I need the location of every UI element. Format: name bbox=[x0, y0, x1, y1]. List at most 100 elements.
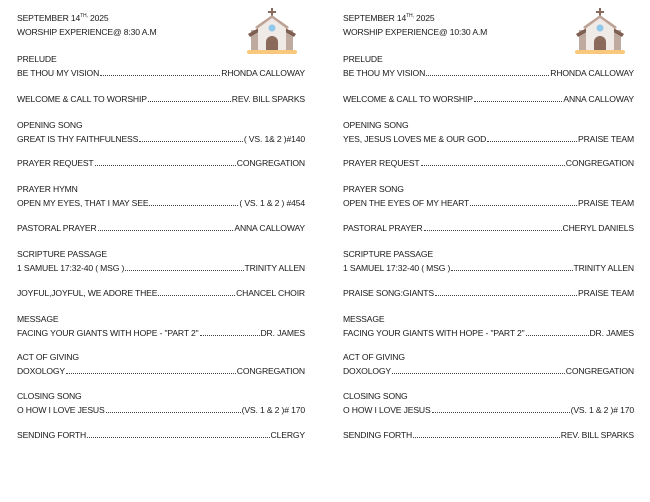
section-heading: PRELUDE bbox=[17, 54, 57, 64]
item-detail: PRAISE TEAM bbox=[578, 134, 634, 144]
program-item: DOXOLOGY CONGREGATION bbox=[17, 366, 305, 377]
program-item: PRAYER REQUEST CONGREGATION bbox=[343, 158, 634, 169]
program-item: BE THOU MY VISION RHONDA CALLOWAY bbox=[17, 68, 305, 79]
program-item: PASTORAL PRAYER ANNA CALLOWAY bbox=[17, 223, 305, 234]
program-item: BE THOU MY VISION RHONDA CALLOWAY bbox=[343, 68, 634, 79]
service-date: SEPTEMBER 14TH, 2025 bbox=[343, 13, 435, 23]
item-title: BE THOU MY VISION bbox=[343, 68, 426, 78]
section-heading: SCRIPTURE PASSAGE bbox=[17, 249, 107, 259]
dot-leader bbox=[525, 334, 589, 336]
program-item: DOXOLOGY CONGREGATION bbox=[343, 366, 634, 377]
program-item: FACING YOUR GIANTS WITH HOPE - "PART 2" D… bbox=[17, 328, 305, 339]
item-title: OPEN MY EYES, THAT I MAY SEE bbox=[17, 198, 149, 208]
dot-leader bbox=[87, 436, 270, 438]
item-detail: DR. JAMES bbox=[260, 328, 306, 338]
section-heading: MESSAGE bbox=[343, 314, 385, 324]
program-item: O HOW I LOVE JESUS (VS. 1 & 2 )# 170 bbox=[343, 405, 634, 416]
service-time: WORSHIP EXPERIENCE@ 8:30 A.M bbox=[17, 27, 157, 37]
program-item: PRAYER REQUEST CONGREGATION bbox=[17, 158, 305, 169]
dot-leader bbox=[149, 204, 239, 206]
item-detail: ( VS. 1& 2 )#140 bbox=[243, 134, 305, 144]
program-item: YES, JESUS LOVES ME & OUR GOD PRAISE TEAM bbox=[343, 134, 634, 145]
dot-leader bbox=[413, 436, 560, 438]
dot-leader bbox=[105, 411, 241, 413]
dot-leader bbox=[158, 294, 236, 296]
section-heading: PRAYER SONG bbox=[343, 184, 404, 194]
service-time: WORSHIP EXPERIENCE@ 10:30 A.M bbox=[343, 27, 488, 37]
item-detail: CONGREGATION bbox=[236, 158, 305, 168]
item-detail: CHERYL DANIELS bbox=[562, 223, 635, 233]
item-title: PRAISE SONG:GIANTS bbox=[343, 288, 434, 298]
dot-leader bbox=[473, 100, 563, 102]
dot-leader bbox=[66, 372, 236, 374]
item-title: PASTORAL PRAYER bbox=[343, 223, 423, 233]
item-title: WELCOME & CALL TO WORSHIP bbox=[343, 94, 473, 104]
bulletin-1030: SEPTEMBER 14TH, 2025 WORSHIP EXPERIENCE@ … bbox=[343, 0, 634, 502]
item-title: FACING YOUR GIANTS WITH HOPE - "PART 2" bbox=[17, 328, 199, 338]
dot-leader bbox=[431, 411, 570, 413]
dot-leader bbox=[426, 74, 550, 76]
dot-leader bbox=[420, 164, 565, 166]
section-heading: MESSAGE bbox=[17, 314, 59, 324]
item-title: DOXOLOGY bbox=[17, 366, 65, 376]
item-detail: CONGREGATION bbox=[236, 366, 305, 376]
item-detail: PRAISE TEAM bbox=[578, 198, 634, 208]
item-title: WELCOME & CALL TO WORSHIP bbox=[17, 94, 147, 104]
program-item: PASTORAL PRAYER CHERYL DANIELS bbox=[343, 223, 634, 234]
item-title: SENDING FORTH bbox=[343, 430, 413, 440]
section-heading: ACT OF GIVING bbox=[17, 352, 79, 362]
program-item: GREAT IS THY FAITHFULNESS ( VS. 1& 2 )#14… bbox=[17, 134, 305, 145]
item-detail: TRINITY ALLEN bbox=[573, 263, 635, 273]
section-heading: CLOSING SONG bbox=[17, 391, 82, 401]
dot-leader bbox=[94, 164, 236, 166]
dot-leader bbox=[470, 204, 578, 206]
item-title: PASTORAL PRAYER bbox=[17, 223, 97, 233]
program-item: OPEN THE EYES OF MY HEART PRAISE TEAM bbox=[343, 198, 634, 209]
dot-leader bbox=[100, 74, 221, 76]
dot-leader bbox=[125, 269, 244, 271]
program-item: 1 SAMUEL 17:32-40 ( MSG ) TRINITY ALLEN bbox=[343, 263, 634, 274]
program-item: OPEN MY EYES, THAT I MAY SEE ( VS. 1 & 2 … bbox=[17, 198, 305, 209]
dot-leader bbox=[139, 140, 243, 142]
dot-leader bbox=[97, 229, 234, 231]
dot-leader bbox=[392, 372, 565, 374]
section-heading: PRELUDE bbox=[343, 54, 383, 64]
program-item: 1 SAMUEL 17:32-40 ( MSG ) TRINITY ALLEN bbox=[17, 263, 305, 274]
bulletin-830: SEPTEMBER 14TH, 2025 WORSHIP EXPERIENCE@ … bbox=[17, 0, 305, 502]
dot-leader bbox=[434, 294, 578, 296]
section-heading: ACT OF GIVING bbox=[343, 352, 405, 362]
service-date: SEPTEMBER 14TH, 2025 bbox=[17, 13, 109, 23]
item-title: GREAT IS THY FAITHFULNESS bbox=[17, 134, 139, 144]
item-title: 1 SAMUEL 17:32-40 ( MSG ) bbox=[343, 263, 451, 273]
dot-leader bbox=[423, 229, 562, 231]
section-heading: CLOSING SONG bbox=[343, 391, 408, 401]
item-title: FACING YOUR GIANTS WITH HOPE - "PART 2" bbox=[343, 328, 525, 338]
item-detail: CONGREGATION bbox=[565, 158, 634, 168]
item-title: JOYFUL,JOYFUL, WE ADORE THEE bbox=[17, 288, 158, 298]
item-title: O HOW I LOVE JESUS bbox=[17, 405, 105, 415]
dot-leader bbox=[487, 140, 578, 142]
item-title: YES, JESUS LOVES ME & OUR GOD bbox=[343, 134, 487, 144]
item-title: O HOW I LOVE JESUS bbox=[343, 405, 431, 415]
item-detail: CLERGY bbox=[270, 430, 306, 440]
item-detail: RHONDA CALLOWAY bbox=[550, 68, 634, 78]
section-heading: PRAYER HYMN bbox=[17, 184, 78, 194]
item-detail: (VS. 1 & 2 )# 170 bbox=[241, 405, 306, 415]
program-item: SENDING FORTH REV. BILL SPARKS bbox=[343, 430, 634, 441]
item-title: PRAYER REQUEST bbox=[343, 158, 420, 168]
item-detail: ANNA CALLOWAY bbox=[234, 223, 305, 233]
item-detail: PRAISE TEAM bbox=[578, 288, 634, 298]
item-title: DOXOLOGY bbox=[343, 366, 391, 376]
program-item: O HOW I LOVE JESUS (VS. 1 & 2 )# 170 bbox=[17, 405, 305, 416]
church-icon bbox=[573, 6, 627, 56]
item-title: OPEN THE EYES OF MY HEART bbox=[343, 198, 470, 208]
item-detail: DR. JAMES bbox=[589, 328, 635, 338]
section-heading: OPENING SONG bbox=[17, 120, 83, 130]
item-detail: CHANCEL CHOIR bbox=[236, 288, 305, 298]
item-detail: ( VS. 1 & 2 ) #454 bbox=[239, 198, 305, 208]
program-item: FACING YOUR GIANTS WITH HOPE - "PART 2" D… bbox=[343, 328, 634, 339]
program-item: WELCOME & CALL TO WORSHIP REV. BILL SPARK… bbox=[17, 94, 305, 105]
item-detail: (VS. 1 & 2 )# 170 bbox=[570, 405, 635, 415]
item-detail: TRINITY ALLEN bbox=[244, 263, 306, 273]
item-detail: CONGREGATION bbox=[565, 366, 634, 376]
